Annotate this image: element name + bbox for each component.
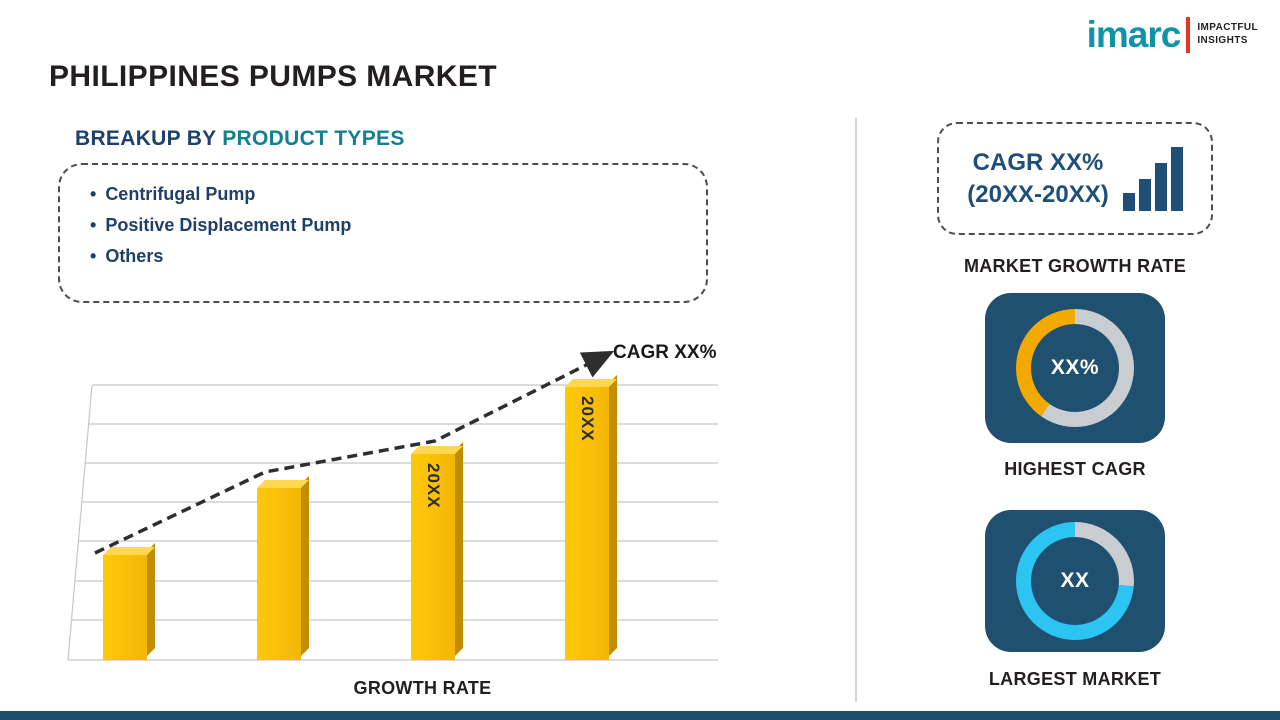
imarc-logo: imarc IMPACTFUL INSIGHTS xyxy=(1087,16,1258,53)
largest-market-value: XX xyxy=(1060,569,1090,592)
largest-market-tile: XX xyxy=(985,510,1165,652)
logo-tagline-line1: IMPACTFUL xyxy=(1197,22,1258,33)
section-divider xyxy=(855,118,857,702)
logo-tagline-line2: INSIGHTS xyxy=(1197,34,1248,46)
bar-value-label: 20XX xyxy=(424,463,443,509)
highest-cagr-label: HIGHEST CAGR xyxy=(1004,459,1146,479)
growth-bar-chart: 20XX 20XX CAGR XX% xyxy=(60,338,735,670)
breakup-heading-highlight: PRODUCT TYPES xyxy=(222,127,405,150)
list-item: Positive Displacement Pump xyxy=(90,210,706,241)
list-item: Others xyxy=(90,241,706,272)
cagr-line2: (20XX-20XX) xyxy=(967,180,1109,208)
breakup-heading: BREAKUP BY PRODUCT TYPES xyxy=(75,127,405,151)
cagr-summary-text: CAGR XX% (20XX-20XX) xyxy=(967,147,1108,209)
logo-divider-bar xyxy=(1186,16,1191,53)
bar-value-label: 20XX xyxy=(578,396,597,442)
highest-cagr-tile: XX% xyxy=(985,293,1165,443)
logo-brand-text: imarc xyxy=(1086,14,1182,55)
cagr-summary-box: CAGR XX% (20XX-20XX) xyxy=(937,122,1213,235)
trend-arrow xyxy=(94,350,615,555)
highest-cagr-value: XX% xyxy=(1050,356,1100,379)
donut-highest: XX% xyxy=(1016,309,1134,427)
chart-bar xyxy=(257,476,309,660)
donut-largest-hole: XX xyxy=(1031,537,1119,625)
breakup-heading-prefix: BREAKUP BY xyxy=(75,127,223,150)
cagr-annotation: CAGR XX% xyxy=(613,342,717,363)
chart-bar: 20XX xyxy=(411,442,463,660)
chart-bar: 20XX xyxy=(565,375,617,660)
page-title: PHILIPPINES PUMPS MARKET xyxy=(49,60,497,93)
product-types-list: Centrifugal Pump Positive Displacement P… xyxy=(90,179,706,272)
logo-tagline: IMPACTFUL INSIGHTS xyxy=(1197,22,1258,47)
chart-gridlines xyxy=(67,384,718,661)
footer-accent-bar xyxy=(0,711,1280,720)
chart-x-axis-label: GROWTH RATE xyxy=(353,678,492,698)
market-growth-rate-label: MARKET GROWTH RATE xyxy=(963,256,1187,276)
largest-market-label: LARGEST MARKET xyxy=(988,669,1162,689)
donut-highest-hole: XX% xyxy=(1031,324,1119,412)
chart-bar xyxy=(103,543,155,660)
bar-chart-icon xyxy=(1122,146,1183,211)
donut-largest: XX xyxy=(1016,522,1134,640)
product-types-box: Centrifugal Pump Positive Displacement P… xyxy=(58,163,708,303)
list-item: Centrifugal Pump xyxy=(90,179,706,210)
cagr-line1: CAGR XX% xyxy=(972,149,1104,177)
